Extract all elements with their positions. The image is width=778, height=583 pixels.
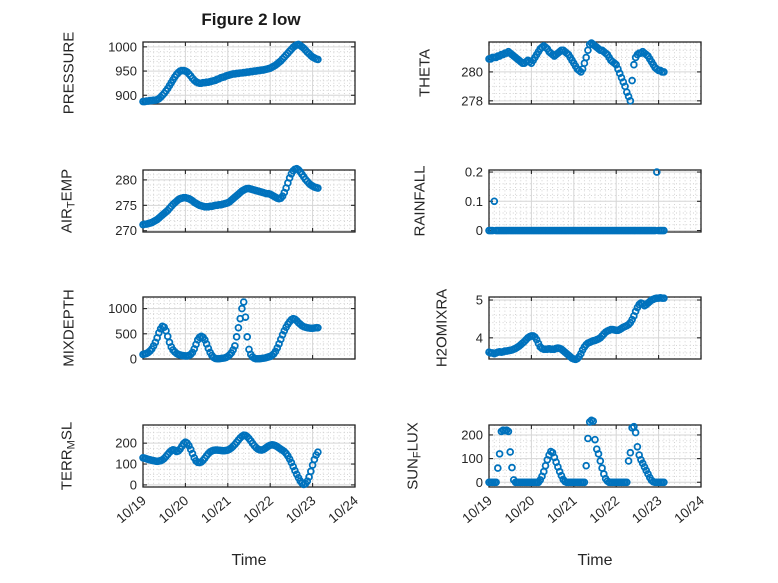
y-tick-label: 4 <box>476 330 483 345</box>
y-tick-label: 200 <box>115 436 137 451</box>
subplot-h2omixra: 45 <box>476 293 702 364</box>
y-tick-label: 0 <box>476 223 483 238</box>
y-tick-label: 1000 <box>108 39 137 54</box>
tick-marks <box>142 170 356 232</box>
data-markers <box>139 431 322 489</box>
x-tick-label: 10/20 <box>156 493 192 526</box>
x-tick-label: 10/21 <box>198 493 234 526</box>
subplot-theta: 278 280 <box>461 39 702 108</box>
subplot-mixdepth: 0 500 1000 <box>108 296 356 367</box>
grid <box>489 170 701 232</box>
x-tick-label: 10/19 <box>113 493 149 526</box>
grid <box>143 425 355 487</box>
y-tick-label: 200 <box>461 427 483 442</box>
figure-title: Figure 2 low <box>201 10 301 29</box>
tick-marks <box>488 42 702 104</box>
x-tick-label: 10/20 <box>502 493 538 526</box>
data-markers <box>485 293 668 364</box>
x-tick-label: 10/24 <box>325 493 361 527</box>
y-tick-label: 0 <box>130 477 137 492</box>
data-markers <box>139 40 322 106</box>
tick-marks <box>488 297 702 359</box>
axes-box <box>142 296 356 360</box>
x-tick-label: 10/22 <box>241 493 277 526</box>
axes-box <box>142 41 356 105</box>
subplot-rainfall: 0 0.1 0.2 <box>465 165 702 238</box>
data-markers <box>485 416 668 487</box>
data-markers <box>139 164 322 229</box>
axes-box <box>142 169 356 233</box>
y-tick-label: 100 <box>461 451 483 466</box>
y-tick-label: 900 <box>115 88 137 103</box>
y-tick-label: 280 <box>461 64 483 79</box>
axes-box <box>488 424 702 488</box>
y-tick-label: 950 <box>115 64 137 79</box>
subplot-sun-flux: 0 100 200 10/19 10/20 10/21 10/22 10/23 10/24 <box>459 416 707 527</box>
grid <box>489 297 701 359</box>
axes-box <box>488 296 702 360</box>
tick-marks <box>142 425 356 487</box>
xlabel-time-right: Time <box>577 552 613 569</box>
xlabel-time-left: Time <box>231 552 267 569</box>
y-tick-label: 500 <box>115 326 137 341</box>
y-tick-label: 0 <box>130 352 137 367</box>
x-tick-label: 10/21 <box>544 493 580 526</box>
y-tick-label: 0.2 <box>465 165 483 180</box>
x-tick-label: 10/22 <box>587 493 623 526</box>
grid <box>489 425 701 487</box>
y-tick-label: 280 <box>115 172 137 187</box>
y-tick-label: 1000 <box>108 301 137 316</box>
x-tick-label: 10/24 <box>671 493 707 527</box>
x-tick-label: 10/19 <box>459 493 495 526</box>
y-tick-label: 100 <box>115 457 137 472</box>
y-tick-label: 275 <box>115 198 137 213</box>
x-tick-label: 10/23 <box>629 493 665 526</box>
x-tick-label: 10/23 <box>283 493 319 526</box>
y-tick-label: 0.1 <box>465 194 483 209</box>
y-tick-label: 278 <box>461 93 483 108</box>
data-markers <box>139 298 322 363</box>
subplot-air-temp: 270 275 280 <box>115 164 356 238</box>
y-tick-label: 0 <box>476 475 483 490</box>
y-tick-label: 270 <box>115 223 137 238</box>
y-tick-label: 5 <box>476 293 483 308</box>
subplot-terr-msl: 0 100 200 10/19 10/20 10/21 10/22 10/23 10/24 <box>113 424 361 527</box>
grid <box>489 42 701 104</box>
tick-marks <box>142 42 356 104</box>
subplot-pressure: 900 950 1000 <box>108 39 356 106</box>
data-markers <box>485 39 668 105</box>
data-markers <box>485 168 668 235</box>
